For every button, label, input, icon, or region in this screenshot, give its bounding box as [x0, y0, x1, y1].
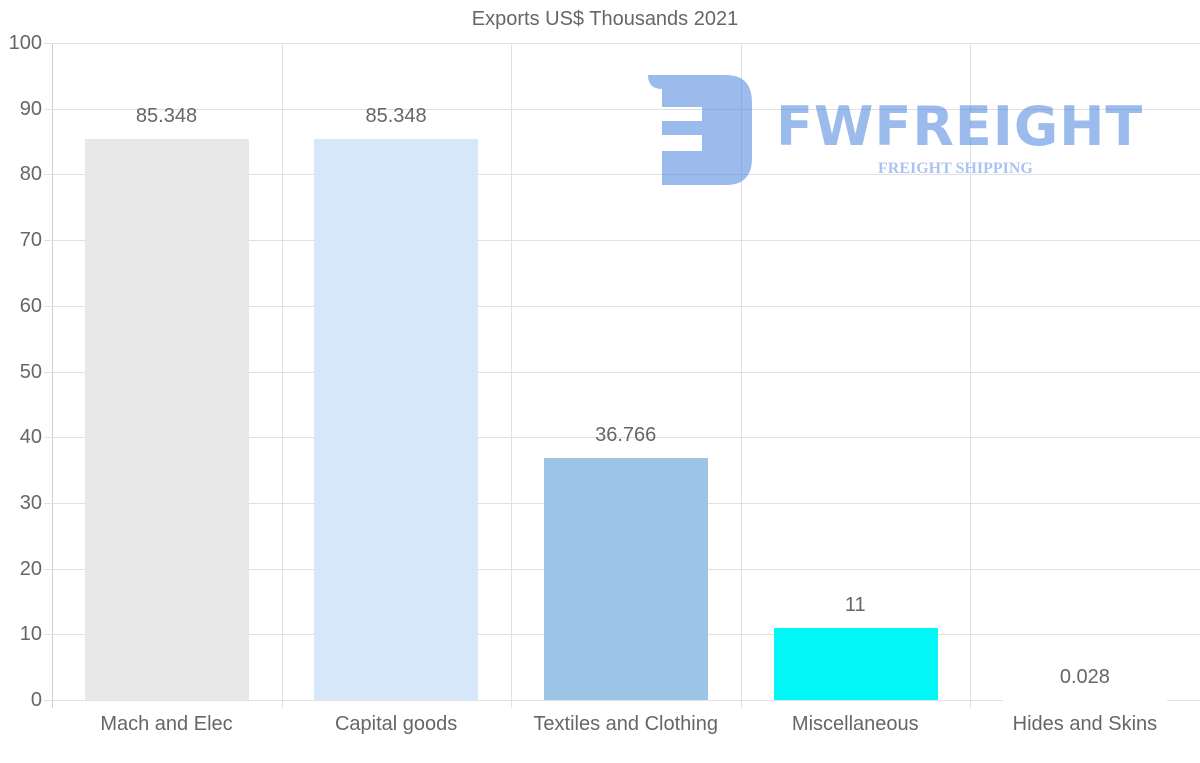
bar-capital-goods[interactable]	[314, 139, 479, 700]
watermark-brand: FWFREIGHT	[776, 95, 1144, 158]
y-gridline	[44, 305, 1200, 307]
y-gridline	[44, 700, 1200, 701]
x-gridline	[281, 43, 283, 708]
watermark-tagline: FREIGHT SHIPPING	[878, 160, 1033, 177]
x-tick-label: Mach and Elec	[100, 713, 233, 735]
x-tick-label: Capital goods	[334, 713, 458, 735]
value-label: 85.348	[135, 105, 198, 128]
bar-miscellaneous[interactable]	[773, 627, 938, 700]
y-tick-label: 50	[19, 360, 42, 383]
y-tick-label: 30	[19, 491, 42, 514]
y-tick-label: 70	[19, 229, 42, 252]
y-tick-label: 90	[19, 97, 42, 120]
y-tick-label: 100	[8, 32, 42, 54]
value-label: 85.348	[365, 105, 427, 128]
y-tick-label: 80	[19, 163, 42, 186]
value-label: 0.028	[1059, 665, 1110, 688]
fwfreight-logo-icon	[648, 75, 752, 185]
bar-textiles-and-clothing[interactable]	[544, 458, 708, 700]
x-tick-label: Miscellaneous	[791, 713, 919, 735]
y-tick-label: 0	[30, 689, 42, 711]
y-gridline	[44, 437, 1200, 439]
x-gridline	[970, 43, 972, 708]
x-tick-label: Textiles and Clothing	[533, 713, 718, 735]
x-gridline	[511, 43, 513, 708]
y-tick-label: 20	[19, 557, 42, 580]
y-tick-label: 40	[19, 426, 42, 449]
y-tick-label: 10	[19, 623, 42, 646]
y-axis-line	[52, 43, 53, 708]
y-tick-label: 60	[19, 294, 42, 317]
x-tick-label: Hides and Skins	[1012, 713, 1158, 735]
x-gridline	[740, 43, 742, 708]
y-gridline	[44, 108, 1200, 110]
value-label: 11	[844, 593, 866, 616]
value-label: 36.766	[595, 424, 657, 447]
fwfreight-watermark: FWFREIGHT FREIGHT SHIPPING	[646, 73, 1166, 188]
bar-mach-and-elec[interactable]	[84, 139, 249, 700]
y-gridline	[44, 174, 1200, 176]
y-gridline	[44, 43, 1200, 44]
chart-title: Exports US$ Thousands 2021	[471, 8, 739, 30]
plot-area: 85.348 85.348 36.766 11 0.028	[44, 43, 1200, 708]
y-gridline	[44, 240, 1200, 242]
y-gridline	[44, 371, 1200, 373]
